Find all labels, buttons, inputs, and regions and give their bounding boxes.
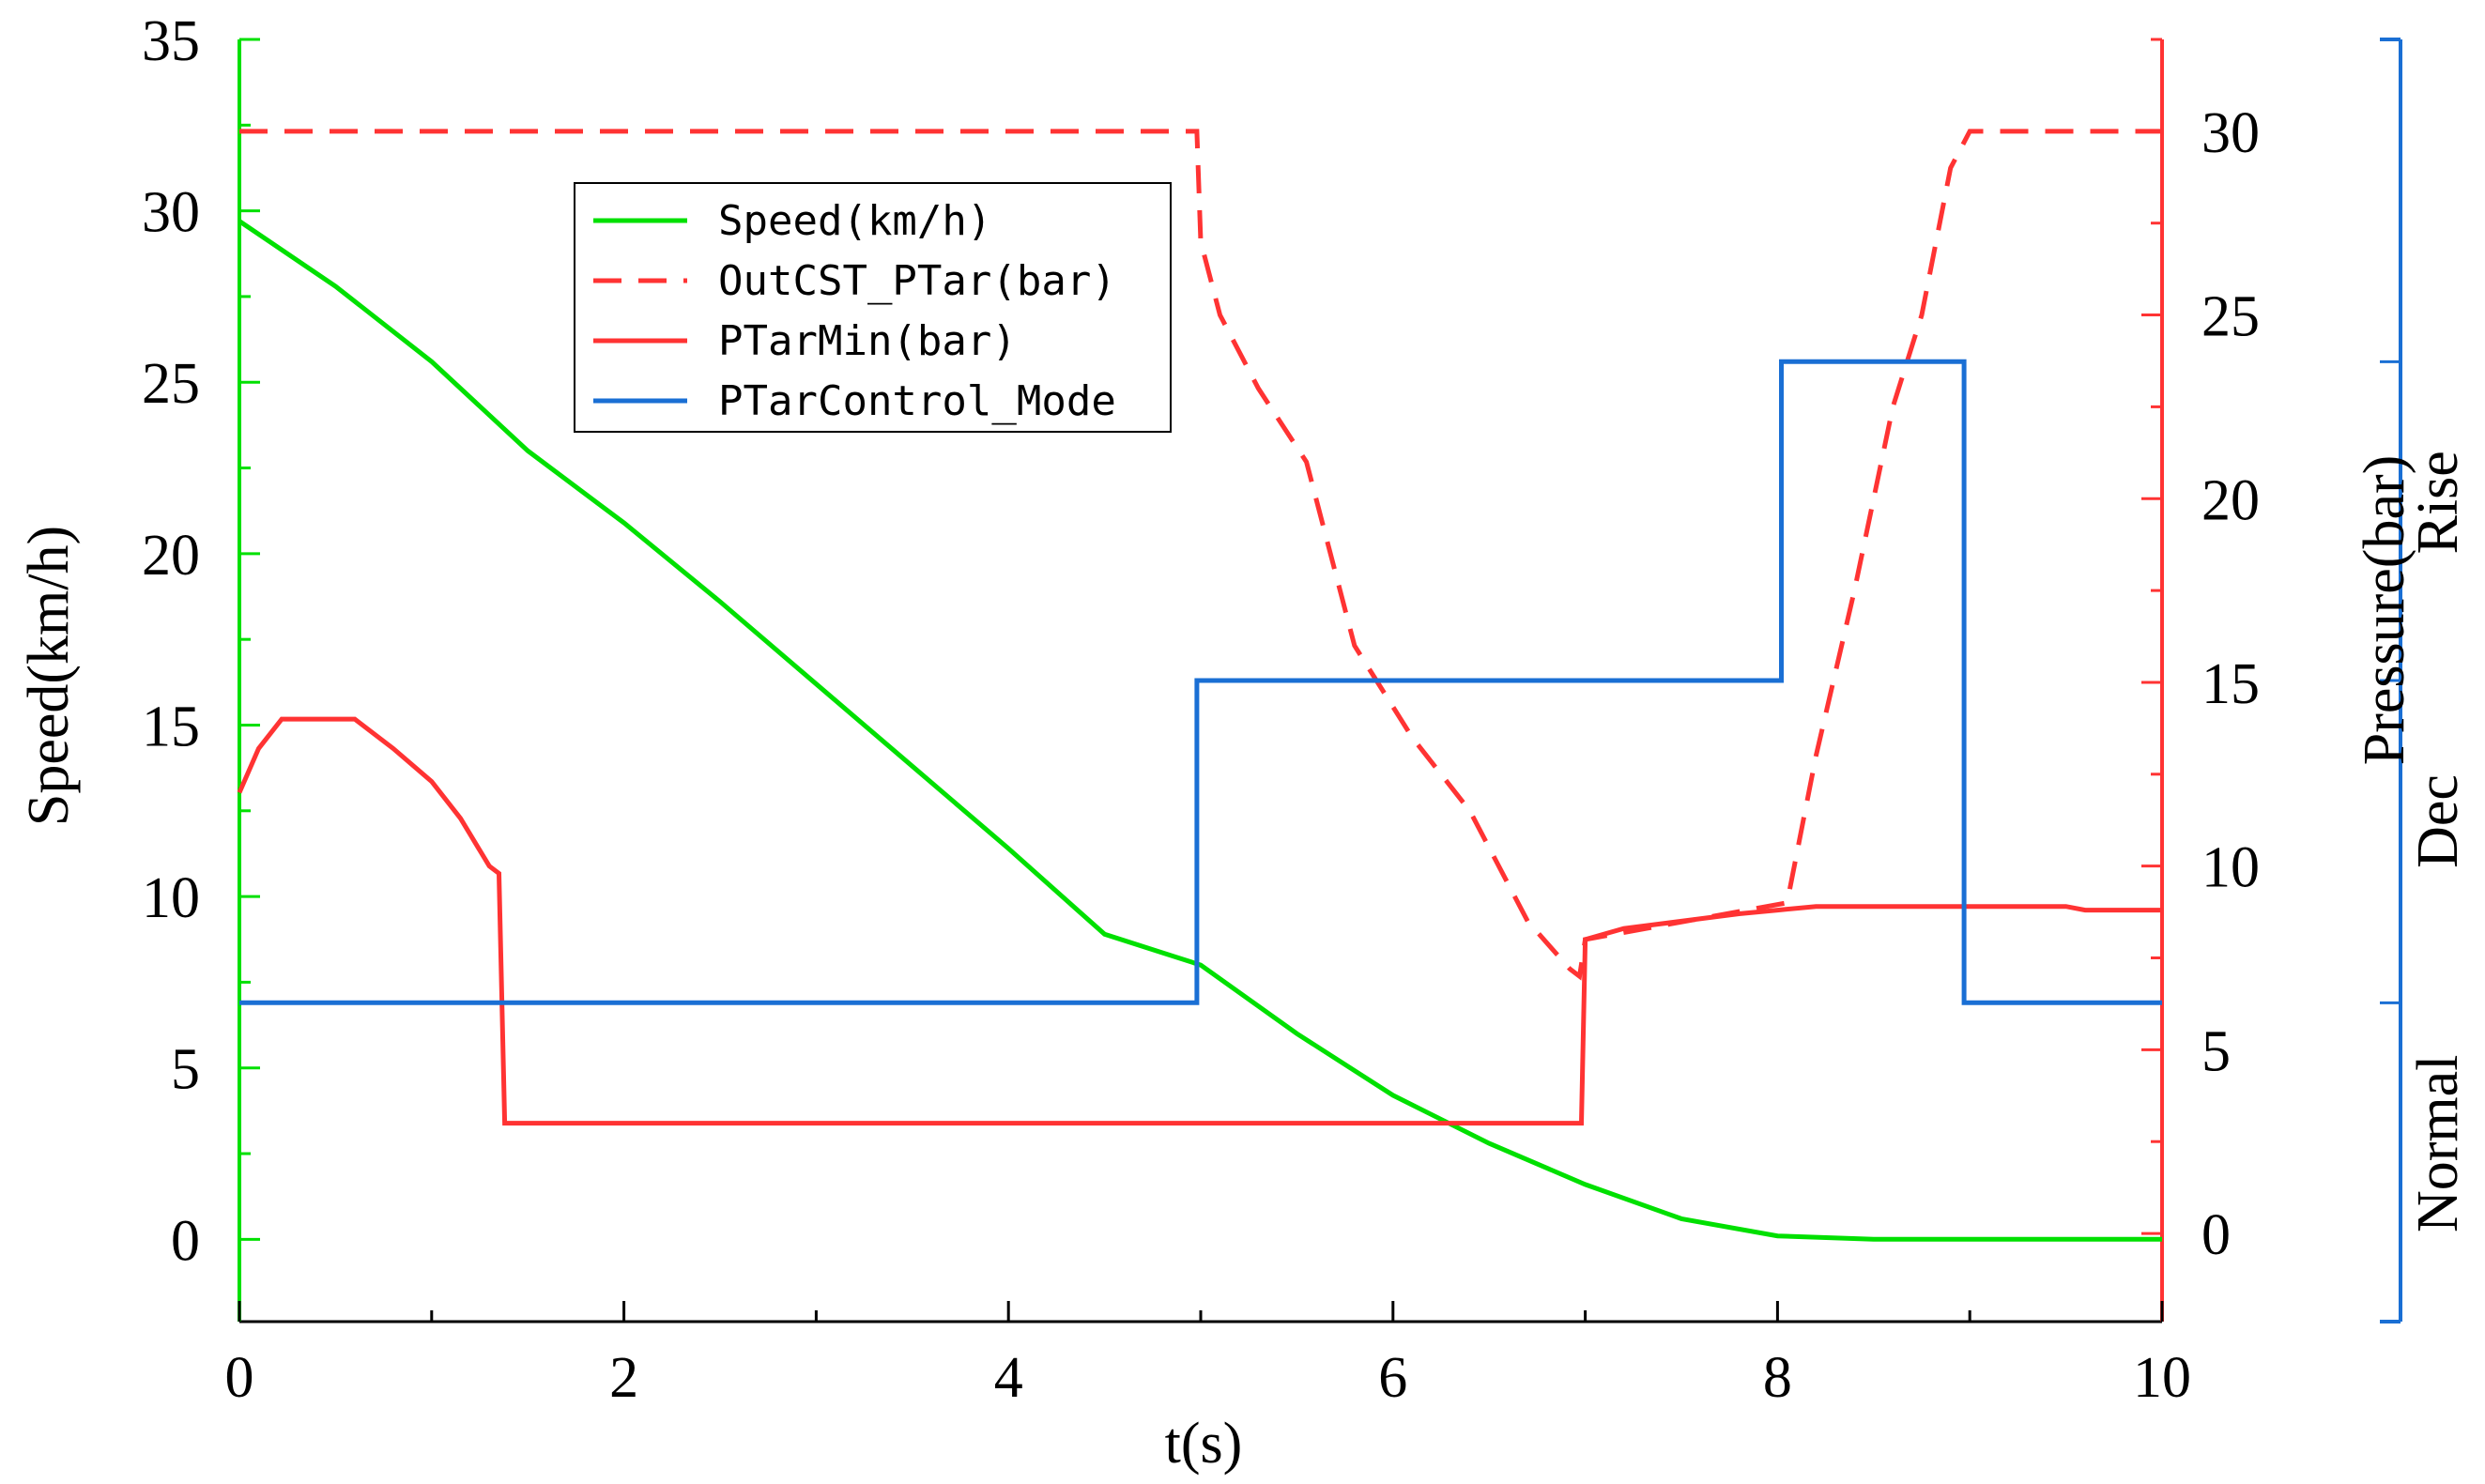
series-ptarcontrol-mode-line: [239, 359, 2162, 1005]
series-group: [237, 129, 2162, 1242]
series-speed-km-h-line: [238, 219, 2162, 1242]
legend-label: OutCST_PTar(bar): [718, 257, 1116, 305]
left-tick-label: 10: [142, 866, 200, 930]
legend-label: PTarControl_Mode: [718, 377, 1116, 425]
left-y-axis-title: Speed(km/h): [17, 526, 81, 826]
left-tick-label: 0: [171, 1209, 200, 1273]
left-tick-label: 25: [142, 352, 200, 416]
x-tick-label: 2: [609, 1346, 638, 1410]
series-outcst-ptar-bar-line: [239, 129, 2162, 981]
right-tick-label: 30: [2201, 101, 2260, 165]
legend: Speed(km/h) OutCST_PTar(bar) PTarMin(bar) P…: [574, 182, 1172, 433]
left-tick-label: 35: [142, 9, 200, 73]
series-ptarmin-bar-line: [237, 716, 2162, 1126]
right-tick-label: 25: [2201, 285, 2260, 349]
right-y-axis-title: Pressure(bar): [2353, 455, 2416, 766]
legend-label: PTarMin(bar): [718, 317, 1017, 365]
x-tick-label: 4: [994, 1346, 1023, 1410]
mode-axis-label-dec: Dec: [2406, 774, 2470, 868]
legend-box: [574, 182, 1172, 433]
left-tick-label: 20: [142, 524, 200, 588]
x-tick-label: 0: [225, 1346, 254, 1410]
x-tick-label: 6: [1378, 1346, 1407, 1410]
x-tick-label: 8: [1763, 1346, 1792, 1410]
right-tick-label: 10: [2201, 836, 2260, 900]
right-tick-label: 5: [2201, 1019, 2231, 1083]
right-tick-label: 20: [2201, 468, 2260, 532]
mode-axis-label-normal: Normal: [2406, 1055, 2470, 1232]
right-tick-label: 0: [2201, 1203, 2231, 1267]
axes-group: 0 2 4 6 8 10 0 5 10 15 20 25 30 35 0 5 10 15 20 25 30 Normal D…: [142, 9, 2470, 1410]
x-axis-title: t(s): [1165, 1412, 1243, 1476]
right-tick-label: 15: [2201, 652, 2260, 716]
x-tick-label: 10: [2133, 1346, 2191, 1410]
legend-label: Speed(km/h): [718, 197, 991, 245]
left-tick-label: 15: [142, 695, 200, 758]
mode-axis-label-rise: Rise: [2406, 451, 2470, 554]
left-tick-label: 5: [171, 1038, 200, 1102]
left-tick-label: 30: [142, 181, 200, 245]
